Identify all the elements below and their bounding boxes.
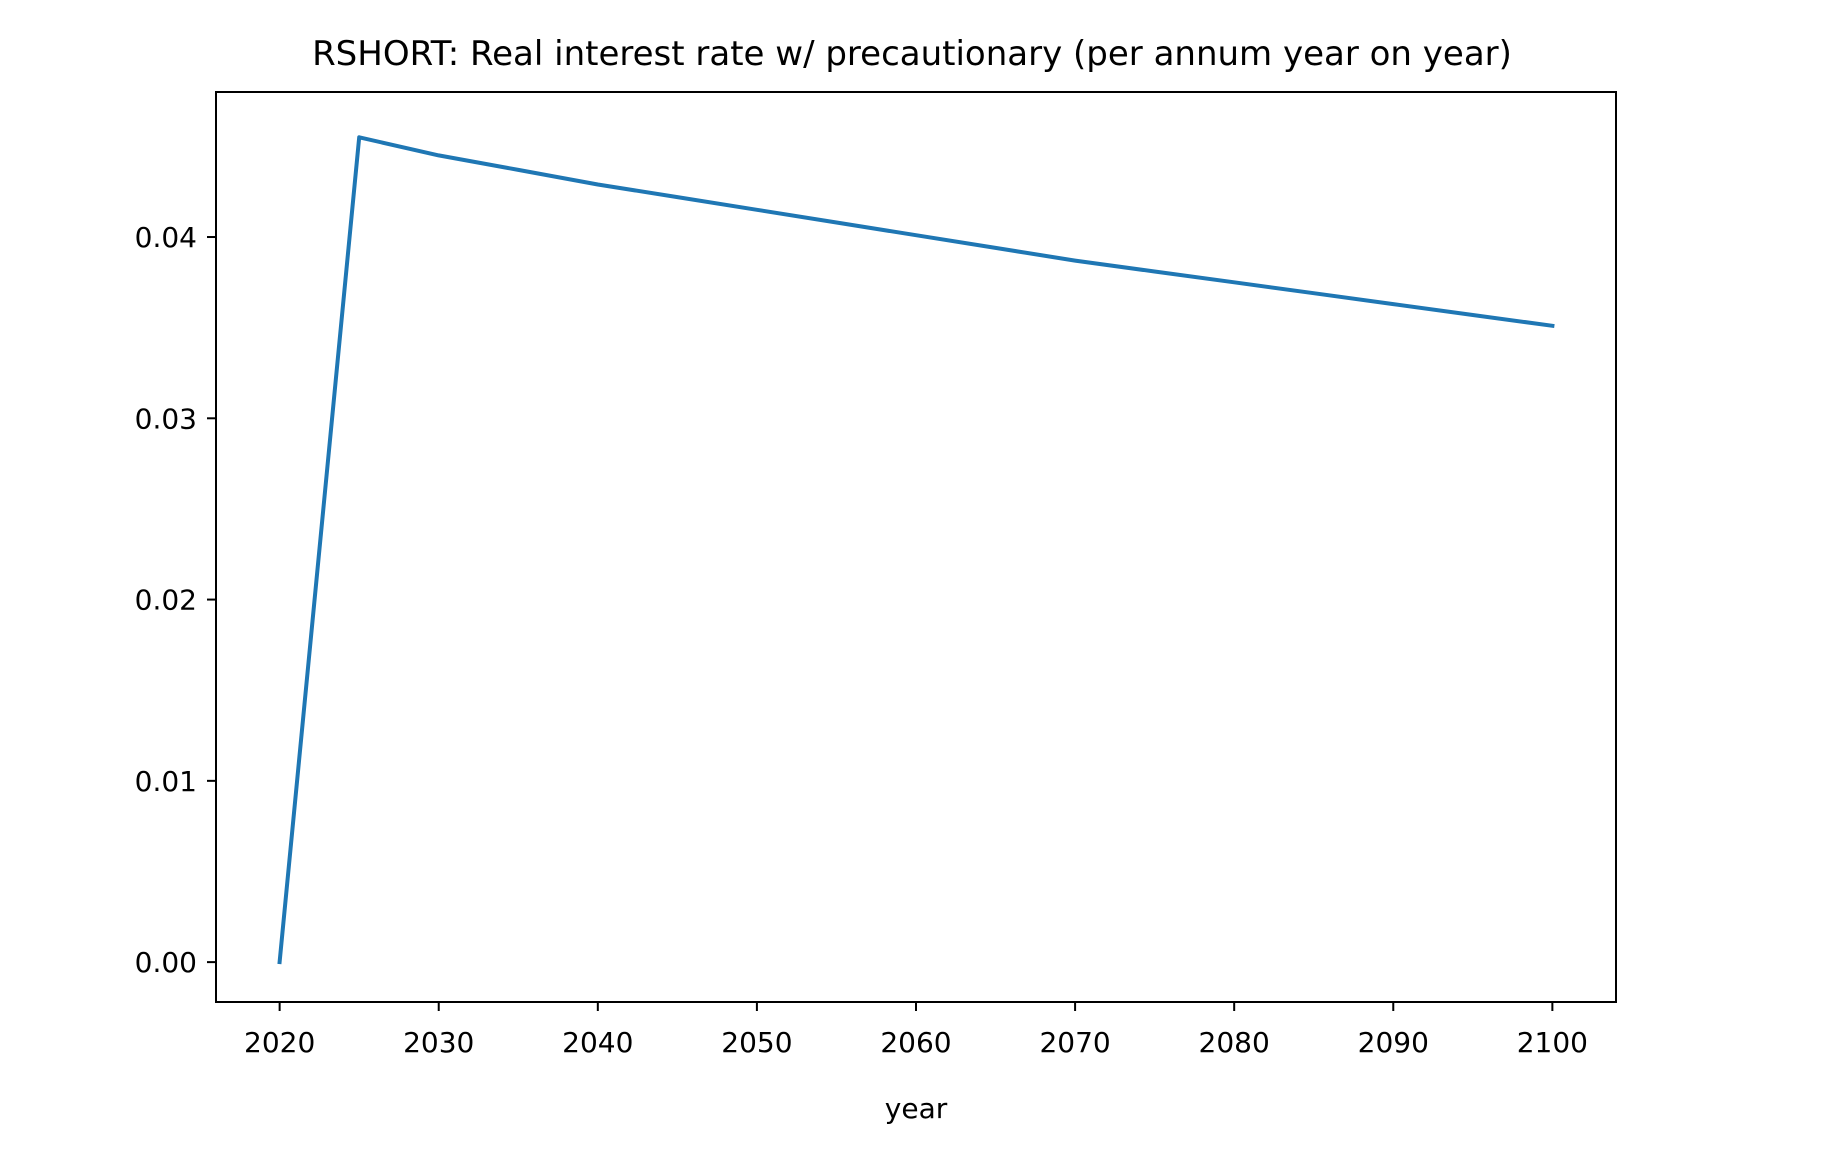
y-axis: 0.00 0.01 0.02 0.03 0.04 [135,221,216,979]
series-layer [277,135,1555,965]
x-tick-label: 2060 [880,1026,951,1059]
x-tick-label: 2030 [403,1026,474,1059]
x-tick-label: 2050 [721,1026,792,1059]
x-tick-label: 2070 [1039,1026,1110,1059]
x-tick-label: 2040 [562,1026,633,1059]
x-tick-label: 2080 [1199,1026,1270,1059]
plot-frame [215,91,1617,1003]
y-tick-label: 0.04 [135,221,197,254]
x-axis-title: year [885,1092,948,1125]
y-tick-label: 0.02 [135,584,197,617]
plot-area [216,92,1616,1002]
chart-title: RSHORT: Real interest rate w/ precaution… [312,34,1512,74]
y-tick-label: 0.01 [135,765,197,798]
series-line [277,135,1555,965]
x-tick-label: 2020 [244,1026,315,1059]
y-tick-label: 0.00 [135,946,197,979]
y-tick-label: 0.03 [135,402,197,435]
x-axis: 2020 2030 2040 2050 2060 2070 2080 2090 2100 [244,1002,1588,1059]
x-tick-label: 2100 [1517,1026,1588,1059]
x-tick-label: 2090 [1358,1026,1429,1059]
